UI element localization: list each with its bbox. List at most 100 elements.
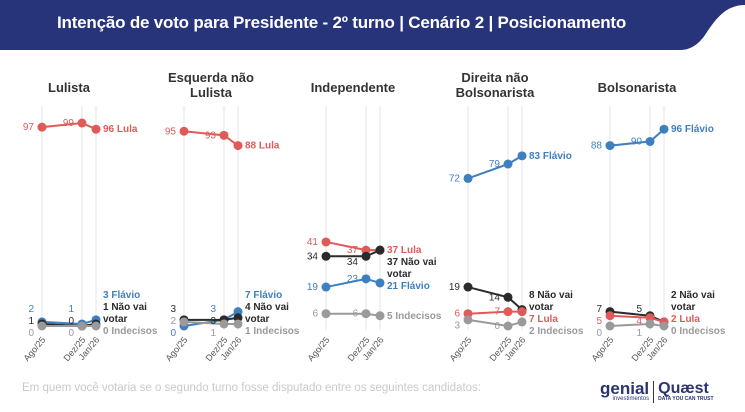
series-end-label: 7 Lula bbox=[529, 314, 558, 325]
series-end-label-line: 1 Não vai bbox=[103, 302, 147, 313]
quaest-logo: Quæst DATA YOU CAN TRUST bbox=[658, 381, 714, 403]
panel-title: Lulista bbox=[48, 80, 91, 95]
data-label: 72 bbox=[449, 173, 461, 184]
data-label: 23 bbox=[347, 274, 359, 285]
data-point-lula bbox=[179, 126, 189, 136]
genial-logo-text: genial bbox=[600, 379, 650, 398]
series-end-label: 0 Indecisos bbox=[103, 326, 158, 337]
series-end-label: 2 Lula bbox=[671, 314, 700, 325]
data-label: 88 bbox=[591, 141, 603, 152]
data-label: 34 bbox=[347, 257, 359, 268]
data-point-nao_vai bbox=[375, 245, 385, 255]
data-point-indecisos bbox=[517, 317, 527, 327]
data-label: 6 bbox=[454, 309, 460, 320]
data-point-flavio bbox=[361, 274, 371, 284]
series-end-label-line: votar bbox=[103, 314, 128, 325]
data-label: 0 bbox=[596, 328, 602, 339]
data-point-lula bbox=[605, 311, 615, 321]
data-point-lula bbox=[321, 237, 331, 247]
data-label: 0 bbox=[68, 316, 74, 327]
panel-title: Bolsonarista bbox=[456, 85, 536, 100]
data-label: 3 bbox=[210, 316, 216, 327]
data-label: 1 bbox=[68, 304, 74, 315]
data-label: 6 bbox=[352, 309, 358, 320]
data-point-lula bbox=[219, 130, 229, 140]
data-point-lula bbox=[503, 307, 513, 317]
data-point-lula bbox=[233, 141, 243, 151]
x-tick-label: Ago/25 bbox=[306, 335, 332, 363]
survey-question: Em quem você votaria se o segundo turno … bbox=[22, 382, 482, 394]
genial-logo: genial investimentos bbox=[600, 379, 650, 402]
data-label: 99 bbox=[63, 118, 75, 129]
page-title: Intenção de voto para Presidente - 2º tu… bbox=[57, 13, 627, 32]
data-point-flavio bbox=[463, 173, 473, 183]
data-point-indecisos bbox=[361, 309, 371, 319]
series-end-label-line: 4 Não vai bbox=[245, 302, 289, 313]
data-point-indecisos bbox=[375, 311, 385, 321]
data-label: 4 bbox=[636, 316, 642, 327]
data-point-nao_vai bbox=[361, 251, 371, 261]
logo-divider bbox=[653, 381, 655, 403]
data-label: 3 bbox=[454, 321, 460, 332]
series-end-label: 2 Indecisos bbox=[529, 326, 584, 337]
series-end-label: 4 Não vai votar bbox=[245, 302, 289, 325]
series-end-label: 3 Flávio bbox=[103, 290, 140, 301]
series-end-label-line: votar bbox=[671, 302, 696, 313]
header-background bbox=[0, 0, 745, 50]
genial-logo-sub: investimentos bbox=[612, 396, 650, 402]
quaest-logo-sub: DATA YOU CAN TRUST bbox=[658, 396, 714, 402]
data-label: 1 bbox=[636, 328, 642, 339]
data-label: 0 bbox=[28, 328, 34, 339]
series-end-label-line: votar bbox=[529, 302, 554, 313]
data-point-flavio bbox=[503, 159, 513, 169]
panel-title: Direita não bbox=[461, 70, 528, 85]
x-tick-label: Ago/25 bbox=[164, 335, 190, 363]
data-point-indecisos bbox=[659, 321, 669, 331]
series-end-label: 37 Lula bbox=[387, 245, 422, 256]
x-tick-label: Ago/25 bbox=[22, 335, 48, 363]
logos: genial investimentos Quæst DATA YOU CAN TR… bbox=[600, 378, 714, 406]
panel-title: Independente bbox=[311, 80, 396, 95]
data-label: 5 bbox=[596, 316, 602, 327]
series-end-label: 37 Não vai votar bbox=[387, 257, 437, 280]
data-point-nao_vai bbox=[233, 313, 243, 323]
data-label: 7 bbox=[596, 304, 602, 315]
series-end-label: 1 Indecisos bbox=[245, 326, 300, 337]
data-point-flavio bbox=[233, 307, 243, 317]
series-end-label: 8 Não vai votar bbox=[529, 290, 573, 313]
panel-title: Bolsonarista bbox=[598, 80, 678, 95]
series-end-label: 96 Lula bbox=[103, 124, 138, 135]
data-label: 0 bbox=[68, 328, 74, 339]
data-label: 37 bbox=[347, 245, 359, 256]
data-label: 95 bbox=[165, 126, 177, 137]
data-point-lula bbox=[37, 122, 47, 132]
data-point-lula bbox=[517, 307, 527, 317]
data-point-nao_vai bbox=[503, 292, 513, 302]
series-end-label: 83 Flávio bbox=[529, 151, 572, 162]
data-point-indecisos bbox=[179, 317, 189, 327]
data-point-flavio bbox=[321, 282, 331, 292]
series-end-label: 7 Flávio bbox=[245, 290, 282, 301]
data-point-indecisos bbox=[645, 319, 655, 329]
data-label: 2 bbox=[170, 316, 176, 327]
data-point-flavio bbox=[517, 151, 527, 161]
data-label: 93 bbox=[205, 130, 217, 141]
data-point-flavio bbox=[645, 137, 655, 146]
data-point-lula bbox=[77, 118, 87, 128]
series-end-label-line: 37 Não vai bbox=[387, 257, 437, 268]
data-label: 14 bbox=[489, 292, 501, 303]
data-label: 90 bbox=[631, 137, 643, 148]
data-label: 0 bbox=[170, 328, 176, 339]
series-end-label: 96 Flávio bbox=[671, 124, 714, 135]
data-point-nao_vai bbox=[321, 251, 331, 261]
data-label: 3 bbox=[170, 304, 176, 315]
data-label: 0 bbox=[494, 321, 500, 332]
data-label: 79 bbox=[489, 159, 501, 170]
data-label: 41 bbox=[307, 237, 319, 248]
series-end-label-line: votar bbox=[387, 269, 412, 280]
